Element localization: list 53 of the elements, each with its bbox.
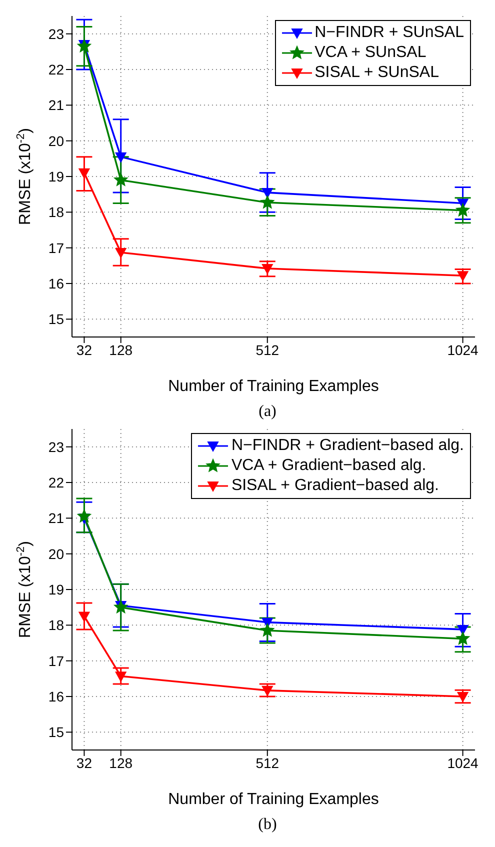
- legend-label: SISAL + Gradient−based alg.: [231, 476, 439, 496]
- y-tick-label: 15: [48, 724, 64, 740]
- x-axis-title: Number of Training Examples: [168, 791, 379, 808]
- x-tick-label: 32: [76, 342, 92, 358]
- y-tick-label: 18: [48, 204, 64, 220]
- y-tick-label: 16: [48, 688, 64, 704]
- point: [456, 203, 470, 216]
- point: [262, 686, 273, 696]
- y-tick-label: 15: [48, 311, 64, 328]
- point: [262, 188, 273, 198]
- y-tick-label: 18: [48, 617, 64, 634]
- point: [78, 612, 90, 622]
- point: [260, 196, 274, 208]
- point: [115, 248, 126, 258]
- point: [260, 624, 274, 636]
- y-tick-label: 17: [48, 240, 64, 256]
- point: [457, 271, 468, 282]
- text: (b): [257, 816, 278, 834]
- legend-label: VCA + Gradient−based alg.: [231, 456, 426, 476]
- y-tick-label: 22: [48, 61, 64, 78]
- y-tick-label: 23: [48, 26, 64, 42]
- point: [115, 152, 126, 162]
- y-tick-label: 16: [48, 275, 64, 292]
- x-tick-label: 512: [256, 754, 280, 771]
- point: [457, 624, 468, 635]
- y-tick-label: 17: [48, 652, 64, 669]
- point: [78, 168, 90, 178]
- y-tick-label: 21: [48, 97, 64, 114]
- y-tick-label: 19: [48, 168, 64, 184]
- y-tick-label: 22: [48, 474, 64, 490]
- y-tick-label: 19: [48, 581, 64, 598]
- point: [115, 672, 126, 682]
- legend-label: N−FINDR + SUnSAL: [314, 23, 464, 43]
- x-tick-label: 1024: [447, 342, 479, 358]
- x-tick-label: 32: [76, 754, 92, 771]
- x-tick-label: 512: [256, 342, 280, 358]
- x-tick-label: 1024: [447, 754, 479, 771]
- legend-label: VCA + SUnSAL: [314, 43, 426, 63]
- y-tick-label: 20: [48, 546, 64, 562]
- point: [457, 692, 468, 702]
- point: [114, 173, 128, 186]
- x-axis-title: Number of Training Examples: [168, 378, 379, 395]
- x-tick-label: 128: [109, 342, 133, 358]
- x-tick-label: 128: [109, 754, 133, 771]
- legend-label: SISAL + SUnSAL: [314, 63, 439, 83]
- y-tick-label: 21: [48, 510, 64, 526]
- point: [456, 632, 470, 644]
- y-tick-label: 20: [48, 132, 64, 149]
- point: [262, 264, 273, 274]
- y-tick-label: 23: [48, 438, 64, 455]
- point: [78, 509, 91, 522]
- text: (a): [258, 403, 278, 421]
- legend-label: N−FINDR + Gradient−based alg.: [231, 436, 464, 456]
